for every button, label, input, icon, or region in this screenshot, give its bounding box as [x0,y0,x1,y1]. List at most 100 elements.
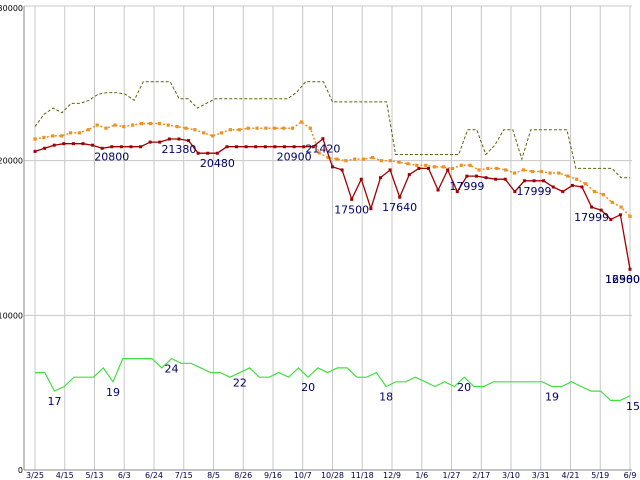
data-label: 17 [48,395,62,408]
low-point [532,179,536,183]
low-point [522,179,526,183]
average-point [264,126,268,130]
average-point [273,126,277,130]
low-point [388,168,392,172]
x-tick-label: 1/6 [415,471,428,480]
low-point [590,205,594,209]
average-point [104,126,108,130]
low-point [235,145,239,149]
average-point [504,168,508,172]
low-point [100,146,104,150]
low-point [484,176,488,180]
average-point [317,151,321,155]
average-point [228,128,232,132]
x-tick-label: 8/26 [234,471,252,480]
x-tick-label: 8/5 [207,471,220,480]
low-point [618,213,622,217]
average-point [299,120,304,124]
average-point [60,134,64,138]
data-label: 21420 [305,143,340,156]
average-point [379,159,383,163]
average-point [175,125,179,129]
low-point [139,145,143,149]
x-tick-label: 2/17 [472,471,490,480]
average-point [353,157,357,161]
y-tick-label: 30000 [0,4,23,13]
average-point [166,123,170,127]
y-tick-label: 0 [18,466,23,475]
average-point [388,159,392,163]
low-point [244,145,248,149]
average-point [583,182,588,186]
data-label: 17999 [517,185,552,198]
average-point [113,123,117,127]
low-point [551,185,555,189]
average-point [592,190,597,194]
average-point [255,126,259,130]
x-tick-label: 4/21 [562,471,580,480]
average-point [477,168,481,172]
low-point [177,137,181,141]
x-tick-label: 6/24 [145,471,163,480]
low-point [417,166,421,170]
average-point [566,174,570,178]
low-point [599,208,603,212]
average-point [77,131,82,135]
data-label: 17999 [449,180,484,193]
average-point [450,166,454,170]
low-point [71,142,75,146]
data-label: 20 [301,381,315,394]
x-tick-label: 9/16 [264,471,282,480]
data-label: 18 [379,390,393,403]
low-point [628,267,632,271]
low-point [81,142,85,146]
low-point [378,176,382,180]
average-point [122,125,126,129]
average-point [68,131,73,135]
average-point [193,128,197,132]
low-point [302,145,306,149]
low-point [292,145,296,149]
low-point [263,145,267,149]
low-point [119,145,123,149]
low-point [311,145,315,149]
data-label: 17500 [334,203,369,216]
average-point [51,134,55,138]
low-point [609,217,613,221]
low-point [494,177,498,181]
average-point [86,128,90,132]
average-point [459,163,463,167]
x-tick-label: 3/25 [26,471,44,480]
data-label: 20 [457,381,471,394]
low-point [331,165,334,169]
low-point [455,190,459,194]
low-point [407,173,411,177]
low-point [158,140,162,144]
x-tick-label: 10/28 [321,471,344,480]
average-point [202,131,206,135]
average-point [282,126,286,130]
low-point [465,174,469,178]
average-point [308,126,312,130]
count-series-line [35,357,631,401]
low-point [570,183,574,187]
low-point [369,207,373,211]
low-point [110,145,114,149]
average-point [530,169,534,174]
data-label: 19 [545,390,559,403]
low-point [426,166,430,170]
average-point [539,169,543,174]
average-point [397,160,401,164]
average-point [521,168,526,172]
low-point [561,190,565,194]
low-point [542,179,546,183]
low-point [513,190,517,194]
x-tick-label: 12/9 [383,471,401,480]
average-point [139,121,144,126]
low-point [580,185,584,189]
average-point [575,177,579,181]
data-label: 24 [165,363,179,376]
data-label: 17640 [382,201,417,214]
x-tick-label: 3/10 [502,471,520,480]
